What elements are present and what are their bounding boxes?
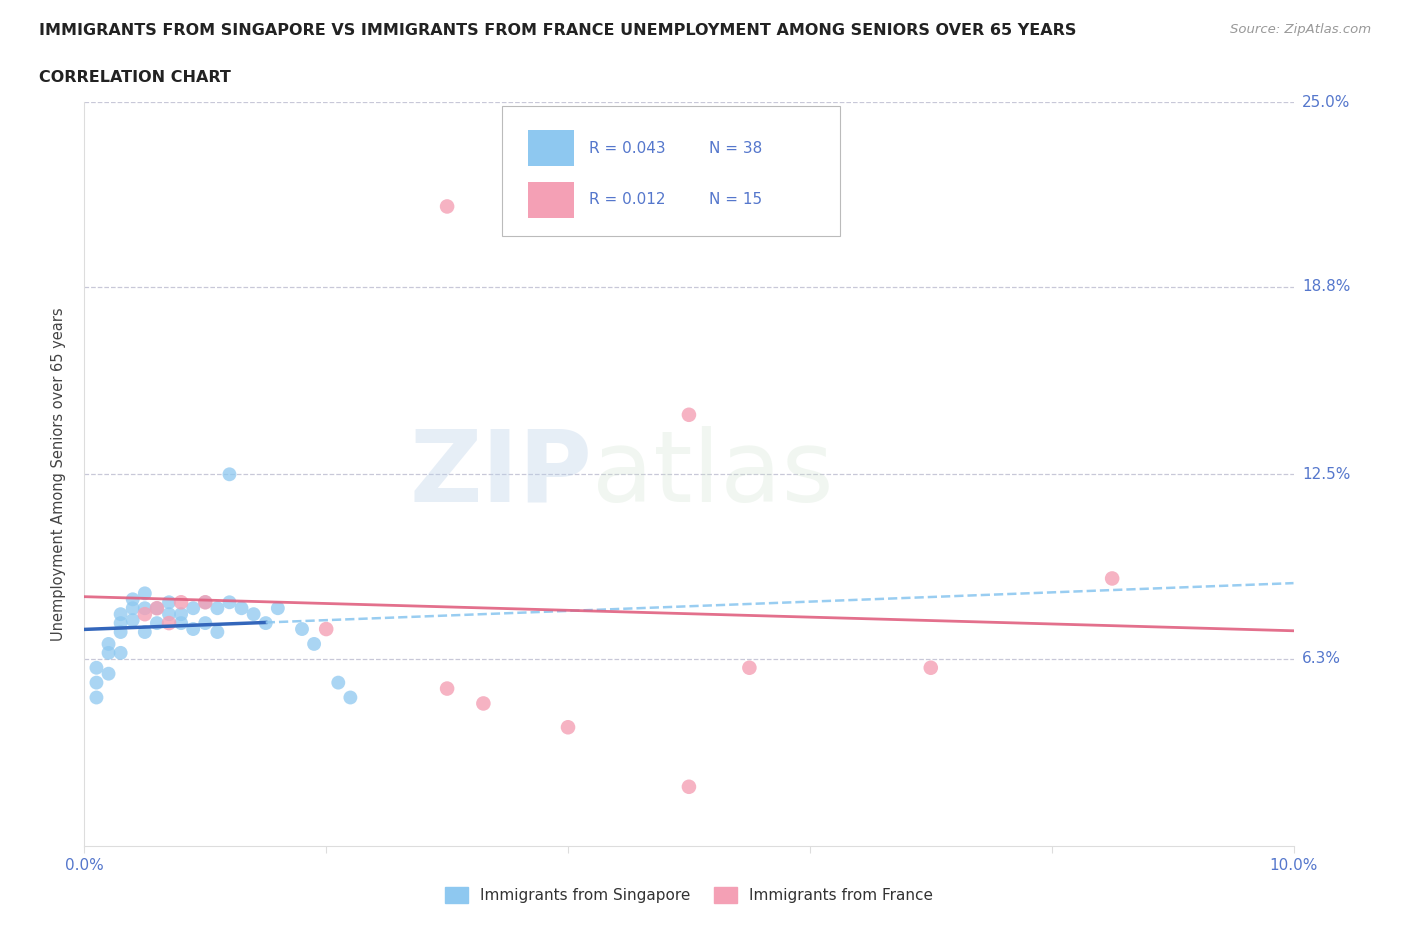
Point [920, 660, 942, 675]
Point [218, 595, 240, 610]
Point [97, 645, 120, 660]
Point [86, 660, 108, 675]
Point [181, 621, 204, 636]
Text: 18.8%: 18.8% [1302, 279, 1350, 294]
Point [97, 636, 120, 651]
FancyBboxPatch shape [529, 182, 574, 218]
Point [97, 666, 120, 681]
Point [121, 591, 143, 606]
Point [146, 601, 169, 616]
Point [436, 681, 458, 696]
Text: CORRELATION CHART: CORRELATION CHART [39, 70, 231, 85]
Point [110, 625, 132, 640]
Point [738, 660, 761, 675]
Point [207, 601, 229, 616]
Text: Source: ZipAtlas.com: Source: ZipAtlas.com [1230, 23, 1371, 36]
Text: N = 15: N = 15 [710, 193, 762, 207]
Text: R = 0.012: R = 0.012 [589, 193, 665, 207]
Text: 6.3%: 6.3% [1302, 651, 1341, 666]
Point [146, 616, 169, 631]
Point [218, 467, 240, 482]
Point [472, 696, 495, 711]
Point [170, 616, 193, 631]
Point [242, 606, 264, 621]
Point [134, 606, 156, 621]
Point [231, 601, 253, 616]
Point [86, 690, 108, 705]
Point [678, 779, 700, 794]
Point [302, 636, 325, 651]
Point [146, 601, 169, 616]
Point [157, 595, 180, 610]
Point [315, 621, 337, 636]
Point [1101, 571, 1123, 586]
Point [194, 595, 217, 610]
Point [328, 675, 350, 690]
Text: IMMIGRANTS FROM SINGAPORE VS IMMIGRANTS FROM FRANCE UNEMPLOYMENT AMONG SENIORS O: IMMIGRANTS FROM SINGAPORE VS IMMIGRANTS … [39, 23, 1077, 38]
Text: N = 38: N = 38 [710, 140, 762, 155]
Point [557, 720, 579, 735]
Point [170, 595, 193, 610]
Point [291, 621, 314, 636]
Text: 12.5%: 12.5% [1302, 467, 1350, 482]
Point [110, 606, 132, 621]
Point [207, 625, 229, 640]
Legend: Immigrants from Singapore, Immigrants from France: Immigrants from Singapore, Immigrants fr… [439, 881, 939, 910]
Point [121, 601, 143, 616]
Text: 25.0%: 25.0% [1302, 95, 1350, 110]
FancyBboxPatch shape [529, 130, 574, 166]
Point [86, 675, 108, 690]
Point [121, 613, 143, 628]
Point [339, 690, 361, 705]
Point [157, 616, 180, 631]
Point [110, 645, 132, 660]
Point [110, 616, 132, 631]
FancyBboxPatch shape [502, 106, 841, 236]
Text: atlas: atlas [592, 426, 834, 523]
Point [267, 601, 290, 616]
Point [194, 616, 217, 631]
Point [157, 606, 180, 621]
Point [134, 625, 156, 640]
Text: R = 0.043: R = 0.043 [589, 140, 665, 155]
Point [436, 199, 458, 214]
Point [181, 601, 204, 616]
Point [254, 616, 277, 631]
Point [194, 595, 217, 610]
Point [134, 586, 156, 601]
Y-axis label: Unemployment Among Seniors over 65 years: Unemployment Among Seniors over 65 years [51, 308, 66, 641]
Text: ZIP: ZIP [409, 426, 592, 523]
Point [170, 606, 193, 621]
Point [134, 601, 156, 616]
Point [678, 407, 700, 422]
